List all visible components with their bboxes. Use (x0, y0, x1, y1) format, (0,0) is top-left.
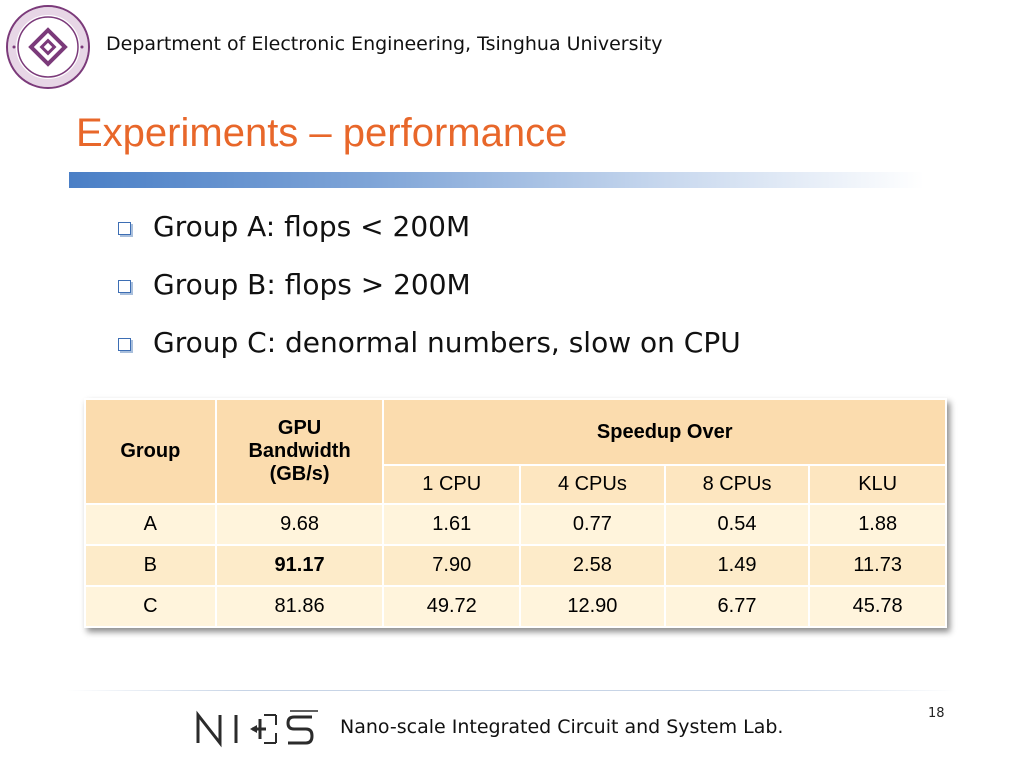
bullet-item: Group A: flops < 200M (118, 197, 741, 255)
header-gpu-bandwidth: GPU Bandwidth (GB/s) (214, 398, 385, 505)
bullet-item: Group C: denormal numbers, slow on CPU (118, 313, 741, 371)
table-cell: 6.77 (663, 585, 811, 628)
square-bullet-icon (118, 279, 131, 293)
table-cell: 0.77 (519, 503, 666, 546)
subheader-cell: 1 CPU (382, 464, 522, 505)
header-gpu-bandwidth-line: GPU (277, 417, 322, 439)
header-group: Group (84, 398, 217, 505)
page-number: 18 (928, 706, 945, 721)
table-header-row: Group GPU Bandwidth (GB/s) Speedup Over (84, 398, 947, 505)
table-cell: 1.61 (382, 503, 522, 546)
table-cell: 1.88 (808, 503, 947, 546)
performance-table: Group GPU Bandwidth (GB/s) Speedup Over … (84, 398, 947, 628)
title-underline-bar (69, 172, 924, 188)
subheader-cell: 4 CPUs (519, 464, 666, 505)
table-cell: 11.73 (808, 544, 947, 587)
bullet-list: Group A: flops < 200M Group B: flops > 2… (118, 197, 741, 371)
table-cell: 0.54 (663, 503, 811, 546)
university-logo (6, 5, 90, 89)
table-row: C 81.86 49.72 12.90 6.77 45.78 (84, 585, 947, 628)
header-speedup-over: Speedup Over (382, 398, 947, 466)
table-cell: 49.72 (382, 585, 522, 628)
table-cell: C (84, 585, 217, 628)
bullet-item: Group B: flops > 200M (118, 255, 741, 313)
bullet-text: Group B: flops > 200M (153, 267, 471, 301)
subheader-cell: KLU (808, 464, 947, 505)
header-gpu-bandwidth-line: (GB/s) (269, 463, 330, 485)
table-subheader-row: 1 CPU 4 CPUs 8 CPUs KLU (85, 464, 947, 505)
slide-title: Experiments – performance (76, 111, 568, 155)
table-cell: B (84, 544, 217, 587)
bullet-text: Group C: denormal numbers, slow on CPU (153, 325, 741, 359)
nics-logo (196, 710, 318, 748)
subheader-cell: 8 CPUs (663, 464, 811, 505)
table-row: B 91.17 7.90 2.58 1.49 11.73 (84, 544, 947, 587)
department-header: Department of Electronic Engineering, Ts… (106, 33, 663, 55)
table-cell: 1.49 (663, 544, 811, 587)
table-cell: A (84, 503, 217, 546)
table-cell: 45.78 (808, 585, 947, 628)
lab-name: Nano-scale Integrated Circuit and System… (340, 716, 784, 738)
header-gpu-bandwidth-line: Bandwidth (248, 440, 351, 462)
table-cell: 12.90 (519, 585, 666, 628)
table-row: A 9.68 1.61 0.77 0.54 1.88 (84, 503, 947, 546)
table-cell: 7.90 (382, 544, 522, 587)
bullet-text: Group A: flops < 200M (153, 209, 471, 243)
square-bullet-icon (118, 221, 131, 235)
table-cell: 81.86 (214, 585, 385, 628)
footer-divider (66, 690, 956, 691)
square-bullet-icon (118, 337, 131, 351)
table-cell-highlight: 91.17 (214, 544, 385, 587)
table-cell: 2.58 (519, 544, 666, 587)
table-cell: 9.68 (214, 503, 385, 546)
